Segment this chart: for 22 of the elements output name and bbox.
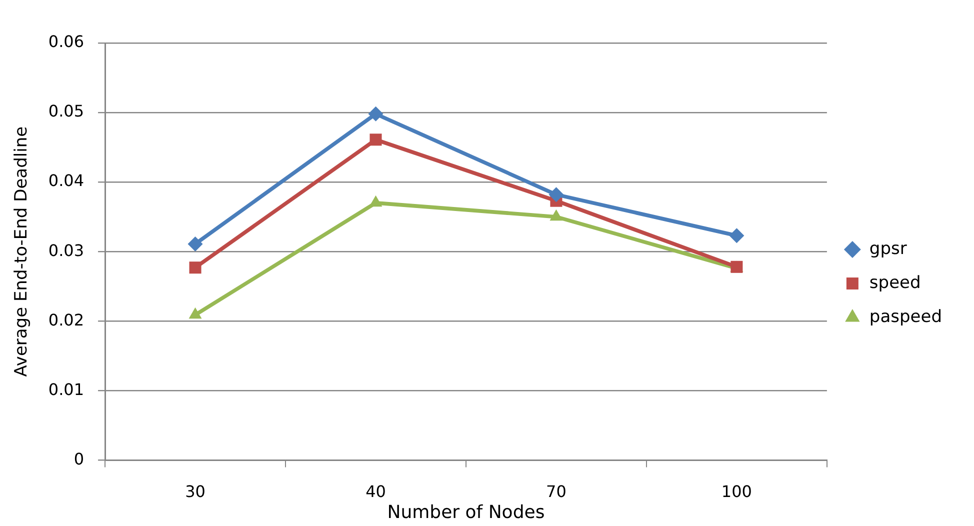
x-axis-title: Number of Nodes [387, 502, 545, 523]
point [548, 187, 564, 202]
legend-label: speed [869, 272, 921, 293]
y-tick-label: 0.03 [48, 240, 84, 260]
y-axis-title: Average End-to-End Deadline [12, 126, 32, 377]
x-tick-label: 100 [721, 482, 752, 501]
y-tick-label: 0.02 [48, 310, 84, 330]
point [368, 106, 384, 122]
x-tick-label: 30 [185, 482, 206, 501]
x-tick-label: 40 [366, 482, 386, 501]
point [729, 228, 744, 244]
y-tick-label: 0.01 [48, 380, 84, 399]
point [370, 134, 382, 146]
y-tick-label: 0.04 [48, 171, 84, 190]
point [189, 262, 202, 274]
legend-label: gpsr [869, 238, 907, 259]
x-tick-label: 70 [546, 482, 566, 501]
y-tick-label: 0 [74, 449, 84, 468]
y-tick-label: 0.05 [48, 102, 84, 121]
y-tick-label: 0.06 [48, 32, 84, 52]
point [188, 236, 203, 252]
legend-label: paspeed [869, 306, 942, 327]
